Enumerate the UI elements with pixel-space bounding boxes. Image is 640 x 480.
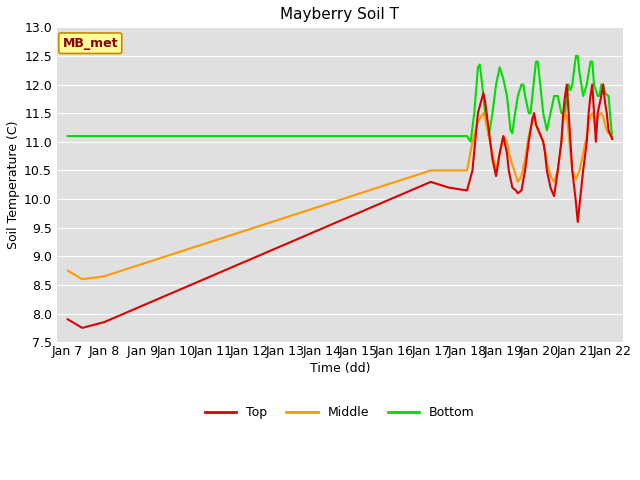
Middle — [474, 119, 482, 125]
Line: Middle: Middle — [68, 113, 612, 279]
Top — [191, 280, 198, 286]
Middle — [64, 268, 72, 274]
Title: Mayberry Soil T: Mayberry Soil T — [280, 7, 399, 22]
Bottom — [579, 93, 587, 99]
Middle — [598, 110, 605, 116]
Top — [609, 136, 616, 142]
Line: Top: Top — [68, 84, 612, 328]
Bottom — [568, 82, 576, 87]
Middle — [355, 191, 362, 197]
Text: MB_met: MB_met — [63, 37, 118, 50]
Top — [576, 202, 584, 208]
Middle — [79, 276, 86, 282]
Bottom — [173, 133, 180, 139]
Legend: Top, Middle, Bottom: Top, Middle, Bottom — [200, 401, 480, 424]
Bottom — [594, 93, 602, 99]
X-axis label: Time (dd): Time (dd) — [310, 362, 370, 375]
Bottom — [574, 53, 582, 59]
Y-axis label: Soil Temperature (C): Soil Temperature (C) — [7, 120, 20, 249]
Top — [563, 82, 571, 87]
Bottom — [64, 133, 72, 139]
Top — [79, 325, 86, 331]
Middle — [372, 185, 380, 191]
Top — [64, 316, 72, 322]
Top — [579, 168, 587, 173]
Top — [585, 110, 593, 116]
Middle — [479, 110, 487, 116]
Bottom — [609, 136, 616, 142]
Top — [572, 199, 580, 205]
Line: Bottom: Bottom — [68, 56, 612, 142]
Middle — [532, 122, 540, 128]
Bottom — [565, 82, 573, 87]
Top — [594, 110, 602, 116]
Middle — [609, 133, 616, 139]
Bottom — [572, 53, 580, 59]
Bottom — [467, 139, 474, 144]
Middle — [531, 113, 538, 119]
